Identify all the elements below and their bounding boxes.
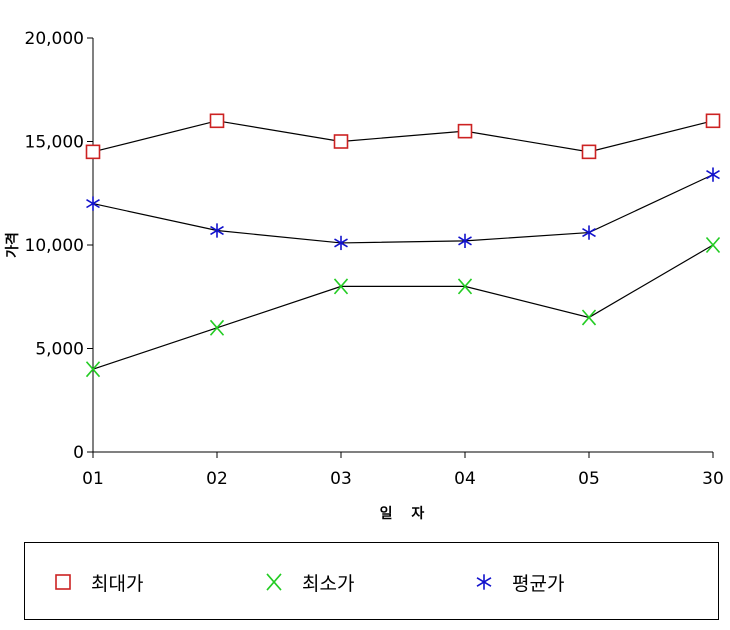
data-point [457, 123, 473, 139]
data-point [582, 225, 596, 240]
y-tick-label: 5,000 [35, 340, 84, 360]
data-point [457, 278, 473, 295]
square-marker-icon [55, 574, 71, 590]
legend: 최대가 최소가 평균가 [24, 542, 719, 620]
y-tick-label: 15,000 [25, 133, 84, 153]
legend-label: 최소가 [302, 572, 355, 595]
data-point [209, 113, 225, 129]
legend-label: 평균가 [512, 572, 565, 595]
legend-item: 최소가 [260, 567, 354, 597]
data-point [458, 233, 472, 249]
data-point [706, 167, 720, 182]
data-point [334, 235, 348, 251]
x-axis-title: 일 자 [380, 506, 425, 522]
series-lines [92, 120, 714, 370]
data-point [86, 196, 100, 211]
series-line [92, 244, 714, 370]
legend-label: 최대가 [91, 572, 144, 595]
x-tick-label: 04 [454, 469, 476, 489]
axes: 0 5,000 10,000 15,000 20,000 01 02 03 04 05 30 [25, 29, 724, 489]
y-axis-title: 가격 [4, 232, 21, 258]
legend-item: 최대가 [49, 567, 143, 597]
data-point [581, 309, 597, 326]
y-tick-label: 20,000 [25, 29, 84, 49]
y-tick-label: 10,000 [25, 236, 84, 256]
series-line [92, 174, 714, 244]
data-point [85, 361, 101, 378]
data-point [210, 223, 224, 238]
y-tick-label: 0 [73, 443, 84, 463]
asterisk-marker-icon [476, 574, 492, 590]
data-point [705, 113, 721, 129]
data-point [333, 278, 349, 295]
x-tick-label: 05 [578, 469, 600, 489]
data-point [266, 573, 282, 591]
data-point [581, 144, 597, 160]
data-point [209, 319, 225, 336]
data-point [476, 574, 492, 590]
x-tick-label: 01 [82, 469, 104, 489]
data-point [55, 574, 71, 590]
x-tick-label: 02 [206, 469, 228, 489]
data-point [333, 134, 349, 149]
x-tick-label: 03 [330, 469, 352, 489]
series-markers [85, 113, 721, 378]
x-tick-label: 30 [702, 469, 724, 489]
x-marker-icon [266, 573, 282, 591]
data-point [705, 237, 721, 253]
series-line [92, 120, 714, 153]
legend-item: 평균가 [470, 567, 564, 597]
data-point [85, 144, 101, 160]
